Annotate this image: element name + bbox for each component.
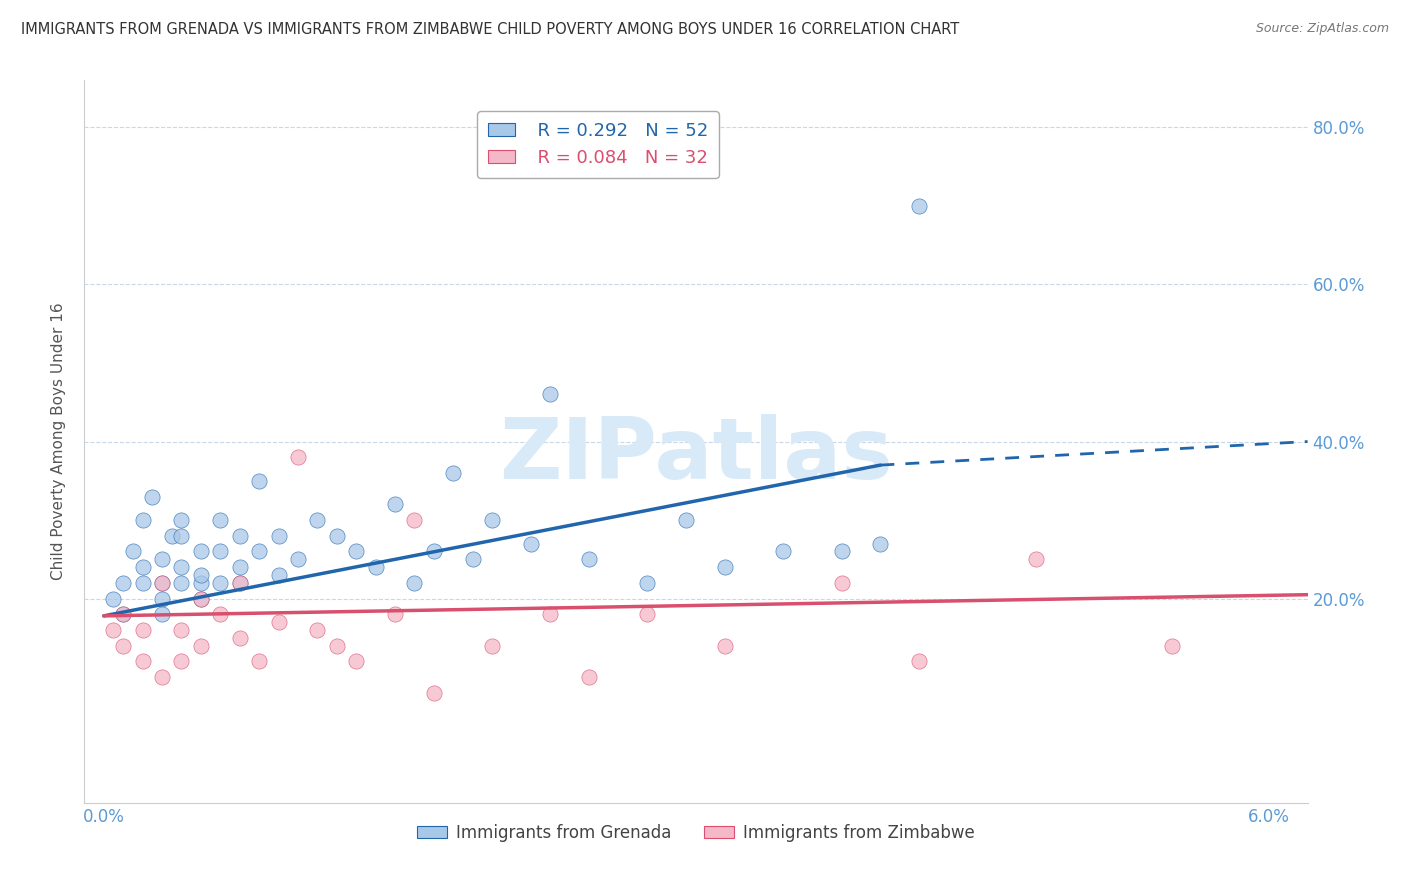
- Point: [636, 607, 658, 622]
- Point: [190, 591, 212, 606]
- Point: [307, 513, 329, 527]
- Point: [326, 529, 349, 543]
- Point: [287, 552, 309, 566]
- Point: [1160, 639, 1182, 653]
- Point: [131, 560, 153, 574]
- Point: [831, 544, 853, 558]
- Point: [344, 655, 367, 669]
- Point: [228, 560, 250, 574]
- Point: [150, 607, 173, 622]
- Point: [441, 466, 464, 480]
- Point: [228, 631, 250, 645]
- Point: [908, 655, 931, 669]
- Point: [675, 513, 697, 527]
- Point: [423, 544, 446, 558]
- Point: [538, 607, 561, 622]
- Point: [538, 387, 561, 401]
- Point: [112, 575, 135, 590]
- Point: [636, 575, 658, 590]
- Point: [228, 575, 250, 590]
- Point: [267, 529, 290, 543]
- Text: ZIPatlas: ZIPatlas: [499, 415, 893, 498]
- Point: [404, 513, 426, 527]
- Y-axis label: Child Poverty Among Boys Under 16: Child Poverty Among Boys Under 16: [51, 302, 66, 581]
- Point: [150, 591, 173, 606]
- Point: [404, 575, 426, 590]
- Point: [112, 607, 135, 622]
- Point: [578, 670, 600, 684]
- Point: [714, 560, 737, 574]
- Point: [170, 513, 193, 527]
- Point: [344, 544, 367, 558]
- Point: [908, 199, 931, 213]
- Point: [364, 560, 387, 574]
- Point: [423, 686, 446, 700]
- Point: [131, 575, 153, 590]
- Point: [209, 575, 232, 590]
- Point: [170, 623, 193, 637]
- Point: [170, 560, 193, 574]
- Text: Source: ZipAtlas.com: Source: ZipAtlas.com: [1256, 22, 1389, 36]
- Point: [190, 568, 212, 582]
- Point: [228, 575, 250, 590]
- Point: [160, 529, 183, 543]
- Point: [112, 607, 135, 622]
- Point: [247, 655, 270, 669]
- Point: [228, 529, 250, 543]
- Point: [150, 575, 173, 590]
- Point: [287, 450, 309, 465]
- Point: [772, 544, 794, 558]
- Point: [150, 575, 173, 590]
- Point: [190, 591, 212, 606]
- Point: [326, 639, 349, 653]
- Point: [170, 529, 193, 543]
- Point: [481, 513, 503, 527]
- Point: [141, 490, 163, 504]
- Point: [131, 623, 153, 637]
- Point: [384, 607, 406, 622]
- Point: [209, 544, 232, 558]
- Point: [150, 670, 173, 684]
- Point: [103, 591, 125, 606]
- Point: [247, 474, 270, 488]
- Point: [150, 552, 173, 566]
- Point: [122, 544, 145, 558]
- Point: [247, 544, 270, 558]
- Point: [307, 623, 329, 637]
- Point: [1025, 552, 1047, 566]
- Point: [869, 536, 891, 550]
- Text: IMMIGRANTS FROM GRENADA VS IMMIGRANTS FROM ZIMBABWE CHILD POVERTY AMONG BOYS UND: IMMIGRANTS FROM GRENADA VS IMMIGRANTS FR…: [21, 22, 959, 37]
- Point: [461, 552, 484, 566]
- Point: [170, 575, 193, 590]
- Point: [112, 639, 135, 653]
- Point: [831, 575, 853, 590]
- Point: [384, 497, 406, 511]
- Point: [131, 513, 153, 527]
- Point: [190, 639, 212, 653]
- Point: [190, 544, 212, 558]
- Point: [520, 536, 543, 550]
- Point: [714, 639, 737, 653]
- Point: [267, 615, 290, 630]
- Point: [170, 655, 193, 669]
- Legend: Immigrants from Grenada, Immigrants from Zimbabwe: Immigrants from Grenada, Immigrants from…: [411, 817, 981, 848]
- Point: [190, 575, 212, 590]
- Point: [131, 655, 153, 669]
- Point: [267, 568, 290, 582]
- Point: [578, 552, 600, 566]
- Point: [209, 513, 232, 527]
- Point: [103, 623, 125, 637]
- Point: [209, 607, 232, 622]
- Point: [481, 639, 503, 653]
